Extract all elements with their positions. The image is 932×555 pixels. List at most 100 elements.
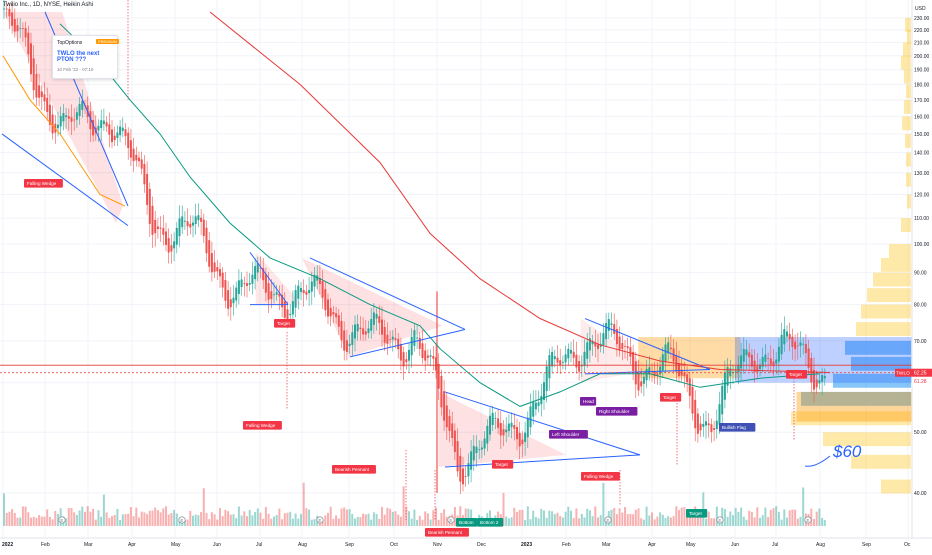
candle-body	[121, 127, 124, 131]
candle-body	[588, 338, 591, 351]
volume-bar	[281, 519, 284, 526]
candle-body	[710, 424, 713, 433]
volume-bar	[235, 518, 238, 526]
earnings-marker-icon[interactable]	[58, 516, 66, 524]
volume-bar	[656, 516, 659, 526]
volume-bar	[645, 506, 648, 526]
earnings-marker-icon[interactable]	[604, 516, 612, 524]
volume-bar	[548, 510, 551, 526]
candle-body	[691, 386, 694, 414]
candle-body	[624, 345, 626, 347]
sub-price-bg	[912, 377, 932, 386]
candle-body	[224, 279, 227, 301]
candle-body	[386, 334, 389, 344]
volume-profile-bar	[906, 152, 911, 167]
candle-body	[491, 412, 494, 425]
volume-bar	[421, 519, 424, 526]
volume-bar	[813, 519, 815, 526]
candle-body	[470, 451, 473, 470]
candle-body	[62, 113, 65, 122]
volume-bar	[543, 510, 545, 526]
popup-author[interactable]: TopOptions	[57, 40, 83, 46]
price-tick-label: 190.00	[914, 68, 930, 74]
time-tick-label: 2023	[521, 542, 532, 548]
volume-bar	[443, 509, 446, 526]
label-left-shoulder-bg	[549, 430, 588, 439]
volume-profile-bar	[851, 356, 911, 371]
volume-bar	[283, 513, 286, 526]
volume-bar	[791, 509, 794, 526]
candle-body	[605, 323, 608, 340]
candle-body	[367, 328, 370, 333]
earnings-marker-icon[interactable]	[178, 516, 186, 524]
candle-body	[502, 429, 505, 436]
candle-body	[548, 355, 551, 379]
candle-body	[529, 406, 532, 428]
candle-body	[475, 446, 478, 454]
volume-bar	[810, 508, 813, 526]
volume-bar	[572, 517, 575, 526]
volume-bar	[270, 518, 273, 526]
candle-body	[289, 313, 292, 316]
volume-bar	[713, 518, 716, 526]
last-price-tag-bg[interactable]	[912, 368, 932, 377]
volume-bar	[154, 507, 157, 526]
volume-bar	[100, 516, 103, 526]
candle-body	[586, 342, 589, 359]
volume-bar	[92, 508, 95, 526]
volume-bar	[378, 518, 381, 526]
candle-body	[648, 367, 651, 375]
volume-bar	[651, 512, 653, 526]
candle-body	[343, 330, 346, 351]
popup-title[interactable]: TWLO the next PTON ???	[57, 51, 100, 63]
volume-bar	[688, 516, 691, 526]
handwritten-target-label: $60	[832, 442, 862, 461]
label-bottom-1: Bottom	[459, 520, 474, 525]
candle-body	[559, 360, 562, 366]
candle-body	[391, 336, 394, 340]
earnings-marker-icon[interactable]	[316, 516, 324, 524]
earnings-marker-icon[interactable]	[447, 516, 455, 524]
idea-popup[interactable]: TopOptions PREMIUM TWLO the next PTON ??…	[52, 35, 119, 79]
volume-bar	[707, 511, 710, 526]
time-tick-label: May	[686, 542, 696, 548]
volume-bar	[216, 519, 219, 526]
price-tick-label: 160.00	[914, 114, 930, 120]
volume-bar	[699, 513, 702, 526]
candle-body	[718, 404, 721, 425]
time-tick-label: Feb	[562, 542, 571, 548]
volume-bar	[81, 506, 84, 526]
volume-bar	[464, 508, 467, 526]
volume-bar	[248, 510, 251, 526]
volume-bar	[162, 508, 165, 526]
candle-body	[732, 371, 734, 373]
volume-bar	[777, 511, 780, 526]
volume-bar	[356, 516, 359, 526]
candle-body	[78, 104, 81, 116]
candle-body	[229, 299, 232, 308]
candle-body	[210, 253, 213, 273]
earnings-marker-icon[interactable]	[804, 516, 812, 524]
volume-bar	[167, 514, 170, 526]
volume-bar	[267, 513, 270, 526]
candle-body	[294, 290, 297, 308]
volume-profile-bar	[901, 218, 911, 233]
premium-badge: PREMIUM	[96, 39, 119, 44]
candle-body	[480, 447, 483, 450]
volume-profile-bar	[904, 99, 911, 114]
candle-body	[92, 120, 95, 136]
candle-body	[351, 332, 354, 345]
candle-body	[737, 364, 740, 372]
volume-bar	[73, 512, 76, 526]
volume-bar	[224, 509, 227, 526]
handwritten-arrow	[804, 455, 831, 467]
candle-body	[510, 422, 513, 428]
time-tick-label: Oct	[390, 542, 398, 548]
volume-bar	[84, 511, 86, 526]
candle-body	[729, 368, 732, 377]
candle-body	[119, 126, 122, 136]
volume-bar	[513, 507, 516, 526]
earnings-marker-icon[interactable]	[716, 516, 724, 524]
